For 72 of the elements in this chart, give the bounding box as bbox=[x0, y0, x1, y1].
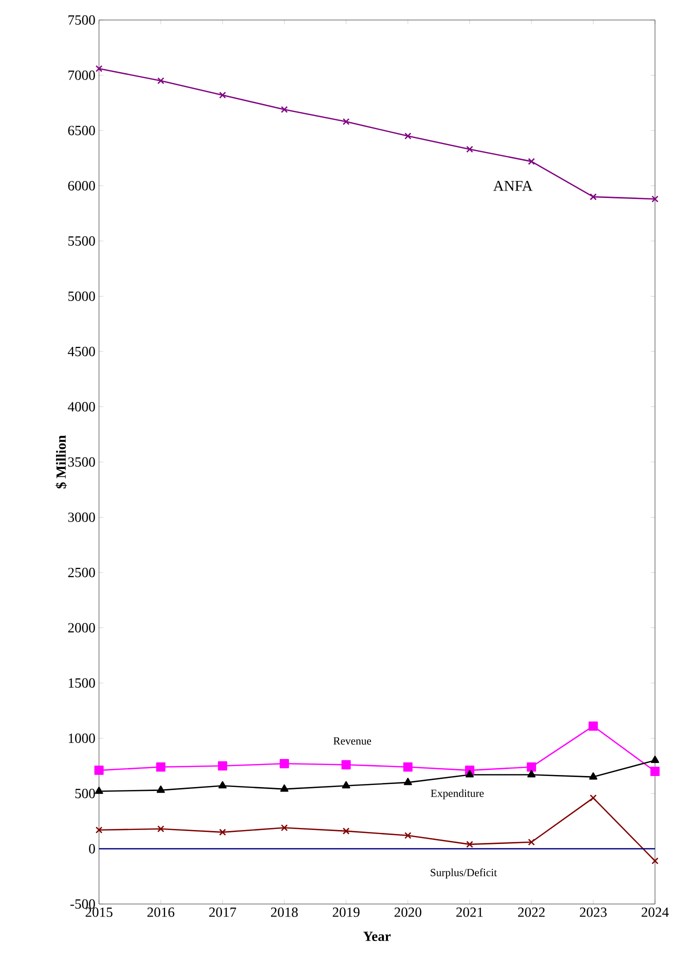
point bbox=[650, 756, 660, 763]
point bbox=[652, 857, 658, 864]
text: Surplus/Deficit bbox=[430, 868, 497, 878]
y-tick-label: 4500 bbox=[68, 346, 95, 356]
x-tick-label: 2021 bbox=[456, 908, 483, 917]
point bbox=[94, 786, 104, 794]
y-tick-label: 3500 bbox=[68, 457, 95, 467]
y-axis-title: $ Million bbox=[56, 435, 67, 488]
point bbox=[94, 766, 104, 775]
point bbox=[341, 760, 351, 770]
point bbox=[404, 832, 412, 839]
point bbox=[280, 759, 289, 768]
y-tick-label: 500 bbox=[75, 788, 95, 798]
x-tick-label: 2018 bbox=[270, 908, 298, 917]
y-tick-label: 5500 bbox=[68, 236, 95, 246]
x-tick-label: 2022 bbox=[518, 908, 545, 917]
point bbox=[527, 770, 536, 778]
point bbox=[652, 196, 658, 202]
point bbox=[342, 781, 350, 788]
point bbox=[157, 77, 164, 84]
point bbox=[403, 762, 413, 772]
x-tick-label: 2017 bbox=[209, 908, 236, 917]
point bbox=[590, 794, 597, 802]
point bbox=[96, 65, 102, 72]
point bbox=[528, 838, 535, 846]
point bbox=[526, 762, 536, 772]
point bbox=[342, 828, 350, 835]
y-tick-label: 2000 bbox=[68, 623, 95, 632]
x-axis-title: Year bbox=[363, 932, 391, 942]
point bbox=[280, 824, 288, 832]
y-tick-label: 4000 bbox=[68, 402, 95, 412]
series-label: ANFA bbox=[493, 180, 533, 191]
point bbox=[528, 158, 535, 165]
point bbox=[466, 770, 474, 778]
x-tick-label: 2023 bbox=[580, 908, 607, 917]
point bbox=[466, 840, 474, 848]
point bbox=[466, 146, 474, 153]
point bbox=[588, 721, 598, 731]
point bbox=[96, 826, 102, 834]
point bbox=[280, 106, 288, 113]
point bbox=[589, 772, 598, 780]
y-tick-label: 7000 bbox=[68, 70, 95, 80]
x-tick-label: 2019 bbox=[332, 908, 360, 917]
y-tick-label: 2500 bbox=[68, 568, 95, 578]
y-tick-label: 5000 bbox=[68, 292, 95, 301]
y-tick-label: 3000 bbox=[68, 512, 95, 522]
y-tick-label: 1000 bbox=[68, 734, 95, 743]
point bbox=[280, 784, 288, 792]
y-tick-label: 7500 bbox=[68, 15, 95, 25]
y-tick-label: 1500 bbox=[68, 678, 95, 688]
y-tick-label: -500 bbox=[70, 899, 95, 909]
series-label: Expenditure bbox=[430, 789, 484, 800]
series-label: Revenue bbox=[333, 737, 372, 745]
point bbox=[342, 118, 350, 126]
point bbox=[404, 778, 412, 786]
y-tick-label: 0 bbox=[89, 844, 95, 854]
point bbox=[157, 825, 164, 832]
point bbox=[219, 828, 226, 836]
point bbox=[156, 786, 165, 793]
point bbox=[156, 762, 166, 772]
point bbox=[650, 766, 660, 776]
y-tick-label: 6500 bbox=[68, 126, 95, 136]
point bbox=[218, 781, 227, 788]
x-tick-label: 2024 bbox=[642, 908, 669, 917]
y-tick-label: 6000 bbox=[68, 181, 95, 190]
point bbox=[404, 132, 412, 140]
x-tick-label: 2020 bbox=[394, 908, 422, 917]
point bbox=[219, 92, 226, 99]
point bbox=[590, 193, 597, 200]
point bbox=[218, 761, 228, 771]
x-tick-label: 2016 bbox=[147, 908, 174, 917]
x-tick-label: 2015 bbox=[86, 908, 112, 917]
